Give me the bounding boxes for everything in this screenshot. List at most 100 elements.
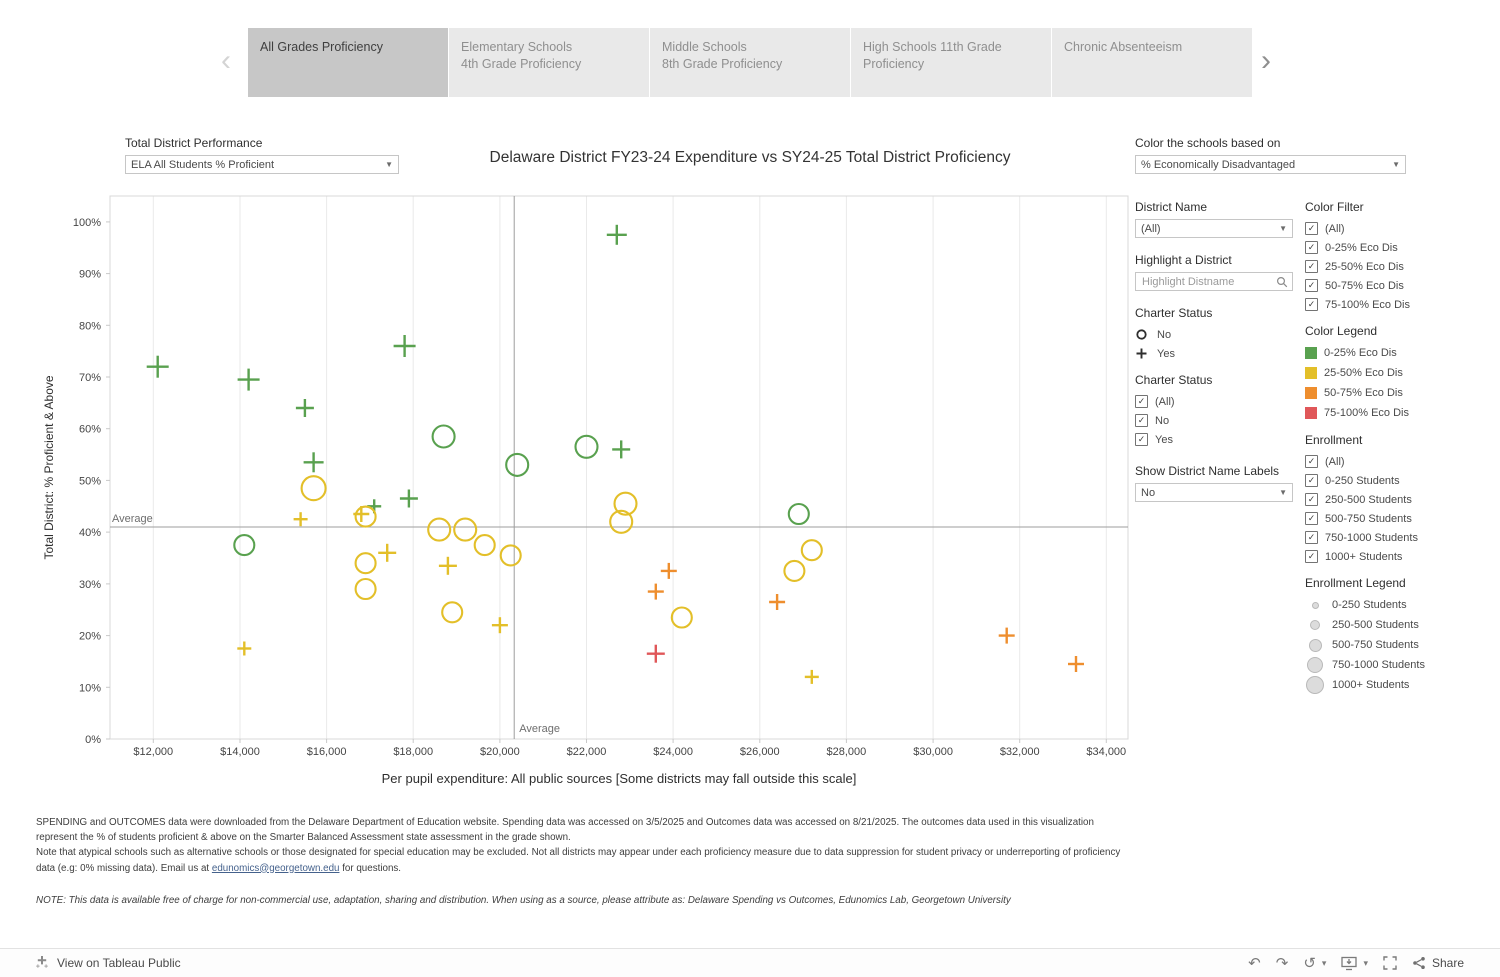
undo-icon[interactable]: ↶ (1248, 954, 1261, 972)
checkbox-icon[interactable]: ✓ (1305, 298, 1318, 311)
district-mark-plus[interactable] (998, 627, 1015, 644)
district-mark-plus[interactable] (647, 583, 664, 600)
chevron-down-icon[interactable]: ▾ (1363, 957, 1368, 968)
tab-middle-schools[interactable]: Middle Schools 8th Grade Proficiency (650, 28, 850, 97)
district-mark-plus[interactable] (1068, 656, 1084, 672)
checkbox-icon[interactable]: ✓ (1305, 474, 1318, 487)
filter-option-50-75%-eco-dis[interactable]: ✓ 50-75% Eco Dis (1305, 276, 1483, 295)
checkbox-icon[interactable]: ✓ (1305, 222, 1318, 235)
district-mark-plus[interactable] (237, 641, 252, 656)
district-mark-plus[interactable] (612, 440, 631, 459)
highlight-search-box[interactable] (1135, 272, 1293, 291)
tab-chronic-absenteeism[interactable]: Chronic Absenteeism (1052, 28, 1252, 97)
reset-icon[interactable]: ↺ (1303, 954, 1316, 972)
district-mark-circle[interactable] (800, 539, 823, 562)
district-mark-circle[interactable] (300, 475, 327, 502)
district-mark-circle[interactable] (574, 434, 599, 459)
district-mark-plus[interactable] (804, 669, 819, 684)
district-name-dropdown[interactable]: (All) ▼ (1135, 219, 1293, 238)
district-mark-plus[interactable] (303, 452, 324, 473)
district-mark-plus[interactable] (378, 543, 397, 562)
district-mark-plus[interactable] (646, 644, 665, 663)
filter-option-75-100%-eco-dis[interactable]: ✓ 75-100% Eco Dis (1305, 295, 1483, 314)
district-mark-circle[interactable] (505, 452, 530, 477)
district-mark-circle[interactable] (609, 509, 634, 534)
checkbox-icon[interactable]: ✓ (1305, 260, 1318, 273)
district-mark-plus[interactable] (146, 355, 169, 378)
download-icon[interactable] (1341, 956, 1358, 971)
tab-elementary-schools[interactable]: Elementary Schools 4th Grade Proficiency (449, 28, 649, 97)
district-mark-plus[interactable] (660, 562, 677, 579)
filter-option--all-[interactable]: ✓ (All) (1305, 452, 1483, 471)
checkbox-icon[interactable]: ✓ (1135, 395, 1148, 408)
district-mark-circle[interactable] (427, 517, 452, 542)
district-mark-circle[interactable] (441, 601, 464, 624)
district-mark-plus[interactable] (606, 224, 627, 245)
legend-item-750-1000-students[interactable]: 750-1000 Students (1305, 655, 1483, 675)
filter-option-250-500-students[interactable]: ✓ 250-500 Students (1305, 490, 1483, 509)
district-mark-circle[interactable] (783, 559, 806, 582)
district-mark-circle[interactable] (354, 552, 377, 575)
district-mark-plus[interactable] (769, 594, 786, 610)
color-by-param-dropdown[interactable]: % Economically Disadvantaged ▼ (1135, 155, 1406, 174)
filter-option-750-1000-students[interactable]: ✓ 750-1000 Students (1305, 528, 1483, 547)
district-mark-circle[interactable] (354, 577, 377, 601)
district-mark-circle[interactable] (453, 517, 478, 542)
district-mark-circle[interactable] (787, 502, 810, 526)
legend-item-no[interactable]: No (1135, 325, 1293, 344)
district-mark-plus[interactable] (295, 399, 314, 417)
district-mark-plus[interactable] (353, 506, 370, 522)
district-mark-plus[interactable] (491, 617, 508, 634)
filter-option--all-[interactable]: ✓ (All) (1305, 219, 1483, 238)
checkbox-icon[interactable]: ✓ (1135, 433, 1148, 446)
district-mark-circle[interactable] (499, 544, 522, 567)
tabs-next-button[interactable]: › (1261, 44, 1271, 77)
checkbox-icon[interactable]: ✓ (1305, 279, 1318, 292)
filter-option-25-50%-eco-dis[interactable]: ✓ 25-50% Eco Dis (1305, 257, 1483, 276)
checkbox-icon[interactable]: ✓ (1305, 531, 1318, 544)
checkbox-icon[interactable]: ✓ (1135, 414, 1148, 427)
legend-item-25-50%-eco-dis[interactable]: 25-50% Eco Dis (1305, 363, 1483, 383)
checkbox-icon[interactable]: ✓ (1305, 241, 1318, 254)
filter-option-0-250-students[interactable]: ✓ 0-250 Students (1305, 471, 1483, 490)
highlight-search-input[interactable] (1140, 274, 1276, 289)
tabs-prev-button[interactable]: ‹ (221, 44, 231, 77)
filter-option-0-25%-eco-dis[interactable]: ✓ 0-25% Eco Dis (1305, 238, 1483, 257)
filter-option-yes[interactable]: ✓ Yes (1135, 430, 1293, 449)
email-link[interactable]: edunomics@georgetown.edu (211, 862, 340, 874)
checkbox-icon[interactable]: ✓ (1305, 550, 1318, 563)
redo-icon[interactable]: ↷ (1275, 954, 1289, 972)
filter-option-1000+-students[interactable]: ✓ 1000+ Students (1305, 547, 1483, 566)
district-mark-circle[interactable] (431, 424, 456, 449)
legend-item-250-500-students[interactable]: 250-500 Students (1305, 615, 1483, 635)
district-mark-plus[interactable] (399, 489, 418, 508)
district-mark-plus[interactable] (293, 512, 308, 527)
district-mark-circle[interactable] (670, 606, 693, 629)
district-mark-circle[interactable] (473, 534, 496, 557)
district-mark-circle[interactable] (354, 505, 377, 528)
legend-item-50-75%-eco-dis[interactable]: 50-75% Eco Dis (1305, 383, 1483, 403)
tab-high-schools-11th-grade[interactable]: High Schools 11th Grade Proficiency (851, 28, 1051, 97)
legend-item-0-250-students[interactable]: 0-250 Students (1305, 595, 1483, 615)
checkbox-icon[interactable]: ✓ (1305, 493, 1318, 506)
legend-item-0-25%-eco-dis[interactable]: 0-25% Eco Dis (1305, 343, 1483, 363)
checkbox-icon[interactable]: ✓ (1305, 512, 1318, 525)
district-mark-plus[interactable] (393, 335, 416, 357)
legend-item-1000+-students[interactable]: 1000+ Students (1305, 675, 1483, 695)
filter-option-500-750-students[interactable]: ✓ 500-750 Students (1305, 509, 1483, 528)
legend-item-500-750-students[interactable]: 500-750 Students (1305, 635, 1483, 655)
district-mark-circle[interactable] (613, 491, 638, 516)
share-button[interactable]: Share (1412, 956, 1464, 970)
legend-item-75-100%-eco-dis[interactable]: 75-100% Eco Dis (1305, 403, 1483, 423)
view-on-tableau-public-button[interactable]: View on Tableau Public (34, 955, 181, 971)
filter-option--all-[interactable]: ✓ (All) (1135, 392, 1293, 411)
district-mark-circle[interactable] (233, 534, 256, 557)
filter-option-no[interactable]: ✓ No (1135, 411, 1293, 430)
chevron-down-icon[interactable]: ▾ (1321, 957, 1327, 968)
performance-param-dropdown[interactable]: ELA All Students % Proficient ▼ (125, 155, 399, 174)
legend-item-yes[interactable]: Yes (1135, 344, 1293, 363)
tab-all-grades-proficiency[interactable]: All Grades Proficiency (248, 28, 448, 97)
district-mark-plus[interactable] (438, 556, 457, 575)
checkbox-icon[interactable]: ✓ (1305, 455, 1318, 468)
show-labels-dropdown[interactable]: No ▼ (1135, 483, 1293, 502)
